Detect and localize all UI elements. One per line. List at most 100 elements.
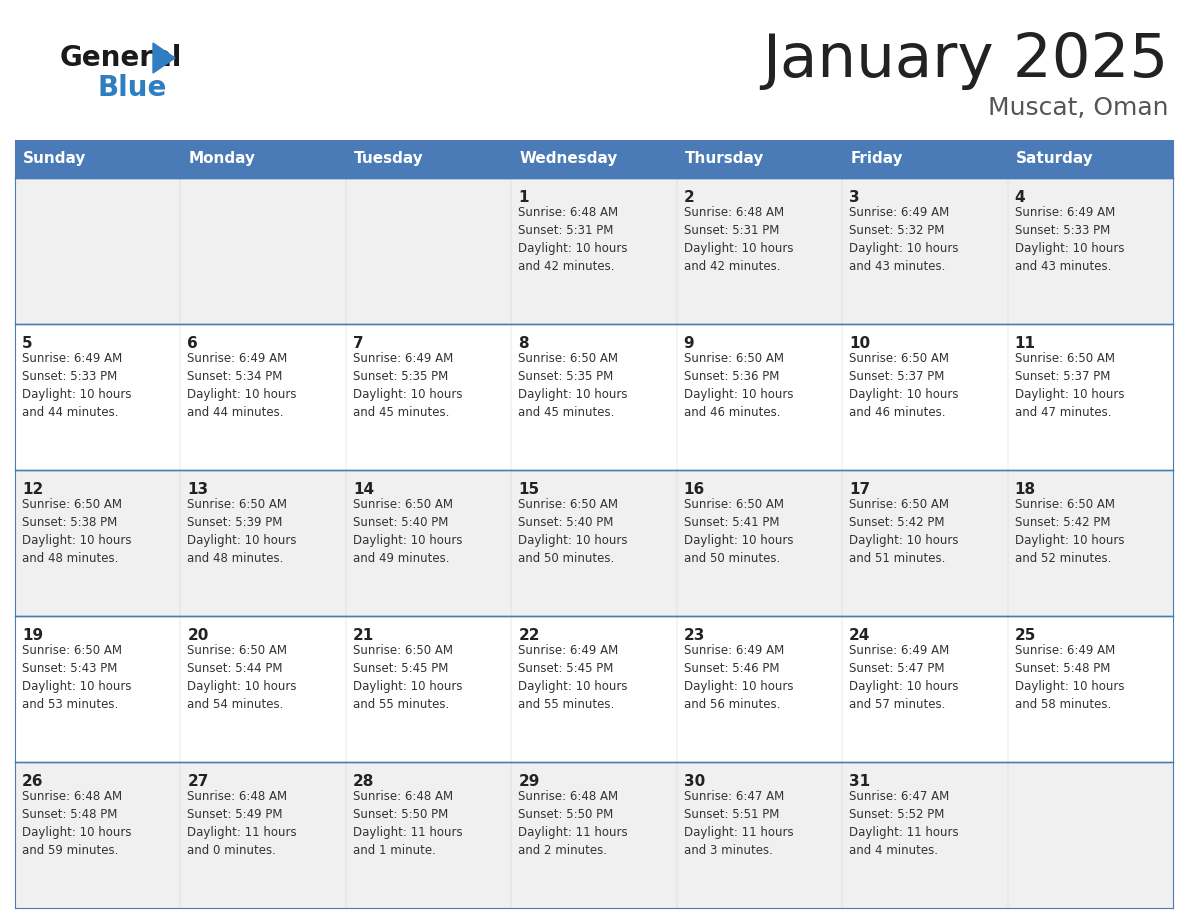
Bar [677, 324, 842, 470]
Text: Daylight: 10 hours: Daylight: 10 hours [353, 534, 462, 547]
Text: Daylight: 10 hours: Daylight: 10 hours [518, 388, 627, 401]
Text: Sunrise: 6:49 AM: Sunrise: 6:49 AM [849, 206, 949, 219]
Text: General: General [61, 44, 183, 72]
Text: Sunrise: 6:50 AM: Sunrise: 6:50 AM [188, 498, 287, 511]
Text: Sunrise: 6:48 AM: Sunrise: 6:48 AM [518, 206, 619, 219]
Text: Daylight: 10 hours: Daylight: 10 hours [518, 242, 627, 255]
Text: 3: 3 [849, 190, 860, 205]
Text: 17: 17 [849, 482, 871, 497]
Text: 2: 2 [684, 190, 695, 205]
Text: Sunrise: 6:49 AM: Sunrise: 6:49 AM [684, 644, 784, 657]
Text: 20: 20 [188, 628, 209, 643]
Text: and 43 minutes.: and 43 minutes. [849, 260, 946, 273]
Bar [181, 324, 346, 470]
Text: Sunset: 5:40 PM: Sunset: 5:40 PM [353, 516, 448, 529]
Text: 29: 29 [518, 774, 539, 789]
Bar [15, 616, 181, 762]
Text: and 46 minutes.: and 46 minutes. [684, 406, 781, 419]
Text: 5: 5 [23, 336, 32, 351]
Text: and 0 minutes.: and 0 minutes. [188, 844, 277, 857]
Text: Sunrise: 6:48 AM: Sunrise: 6:48 AM [353, 790, 453, 803]
Bar [346, 140, 511, 178]
Text: Daylight: 10 hours: Daylight: 10 hours [849, 680, 959, 693]
Text: Daylight: 10 hours: Daylight: 10 hours [684, 242, 794, 255]
Bar [842, 616, 1007, 762]
Text: 19: 19 [23, 628, 43, 643]
Text: Sunset: 5:49 PM: Sunset: 5:49 PM [188, 808, 283, 821]
Text: Sunset: 5:31 PM: Sunset: 5:31 PM [684, 224, 779, 237]
Text: Sunrise: 6:50 AM: Sunrise: 6:50 AM [1015, 352, 1114, 365]
Bar [677, 762, 842, 908]
Bar [346, 470, 511, 616]
Bar [677, 470, 842, 616]
Text: 25: 25 [1015, 628, 1036, 643]
Bar [346, 616, 511, 762]
Bar [1007, 762, 1173, 908]
Text: and 59 minutes.: and 59 minutes. [23, 844, 119, 857]
Text: Monday: Monday [189, 151, 255, 166]
Text: and 55 minutes.: and 55 minutes. [353, 698, 449, 711]
Bar [1007, 324, 1173, 470]
Bar [1007, 178, 1173, 324]
Bar [15, 324, 181, 470]
Text: 22: 22 [518, 628, 539, 643]
Text: Sunrise: 6:48 AM: Sunrise: 6:48 AM [518, 790, 619, 803]
Bar [511, 616, 677, 762]
Text: Sunset: 5:35 PM: Sunset: 5:35 PM [353, 370, 448, 383]
Text: Sunset: 5:34 PM: Sunset: 5:34 PM [188, 370, 283, 383]
Text: Daylight: 10 hours: Daylight: 10 hours [518, 534, 627, 547]
Text: 8: 8 [518, 336, 529, 351]
Text: and 45 minutes.: and 45 minutes. [353, 406, 449, 419]
Text: Sunset: 5:42 PM: Sunset: 5:42 PM [1015, 516, 1110, 529]
Text: Daylight: 11 hours: Daylight: 11 hours [518, 826, 628, 839]
Text: Wednesday: Wednesday [519, 151, 618, 166]
Text: and 50 minutes.: and 50 minutes. [518, 552, 614, 565]
Bar [15, 140, 181, 178]
Text: Sunset: 5:48 PM: Sunset: 5:48 PM [1015, 662, 1110, 675]
Text: Sunset: 5:37 PM: Sunset: 5:37 PM [1015, 370, 1110, 383]
Text: 21: 21 [353, 628, 374, 643]
Text: Daylight: 10 hours: Daylight: 10 hours [1015, 242, 1124, 255]
Text: Sunrise: 6:48 AM: Sunrise: 6:48 AM [684, 206, 784, 219]
Text: and 57 minutes.: and 57 minutes. [849, 698, 946, 711]
Text: and 49 minutes.: and 49 minutes. [353, 552, 449, 565]
Text: Daylight: 10 hours: Daylight: 10 hours [188, 534, 297, 547]
Text: and 4 minutes.: and 4 minutes. [849, 844, 939, 857]
Text: Sunset: 5:52 PM: Sunset: 5:52 PM [849, 808, 944, 821]
Text: Sunrise: 6:49 AM: Sunrise: 6:49 AM [353, 352, 453, 365]
Bar [677, 616, 842, 762]
Text: Sunrise: 6:49 AM: Sunrise: 6:49 AM [1015, 644, 1114, 657]
Text: Sunrise: 6:49 AM: Sunrise: 6:49 AM [188, 352, 287, 365]
Text: Sunset: 5:40 PM: Sunset: 5:40 PM [518, 516, 614, 529]
Text: 4: 4 [1015, 190, 1025, 205]
Text: Muscat, Oman: Muscat, Oman [987, 96, 1168, 120]
Text: 15: 15 [518, 482, 539, 497]
Text: Sunrise: 6:49 AM: Sunrise: 6:49 AM [518, 644, 619, 657]
Bar [346, 178, 511, 324]
Text: 26: 26 [23, 774, 44, 789]
Text: and 54 minutes.: and 54 minutes. [188, 698, 284, 711]
Text: Sunset: 5:45 PM: Sunset: 5:45 PM [353, 662, 448, 675]
Bar [346, 762, 511, 908]
Text: Daylight: 10 hours: Daylight: 10 hours [849, 534, 959, 547]
Text: Sunrise: 6:50 AM: Sunrise: 6:50 AM [188, 644, 287, 657]
Text: Sunrise: 6:50 AM: Sunrise: 6:50 AM [684, 498, 784, 511]
Text: Sunset: 5:42 PM: Sunset: 5:42 PM [849, 516, 944, 529]
Text: 23: 23 [684, 628, 706, 643]
Bar [181, 762, 346, 908]
Bar [1007, 616, 1173, 762]
Bar [181, 616, 346, 762]
Text: Sunset: 5:33 PM: Sunset: 5:33 PM [1015, 224, 1110, 237]
Text: and 58 minutes.: and 58 minutes. [1015, 698, 1111, 711]
Text: Thursday: Thursday [684, 151, 764, 166]
Bar [842, 140, 1007, 178]
Text: Daylight: 10 hours: Daylight: 10 hours [23, 826, 132, 839]
Text: Daylight: 10 hours: Daylight: 10 hours [23, 680, 132, 693]
Bar [1007, 470, 1173, 616]
Text: Daylight: 11 hours: Daylight: 11 hours [188, 826, 297, 839]
Text: Sunrise: 6:50 AM: Sunrise: 6:50 AM [1015, 498, 1114, 511]
Text: Friday: Friday [851, 151, 903, 166]
Text: and 55 minutes.: and 55 minutes. [518, 698, 614, 711]
Text: 1: 1 [518, 190, 529, 205]
Text: Tuesday: Tuesday [354, 151, 424, 166]
